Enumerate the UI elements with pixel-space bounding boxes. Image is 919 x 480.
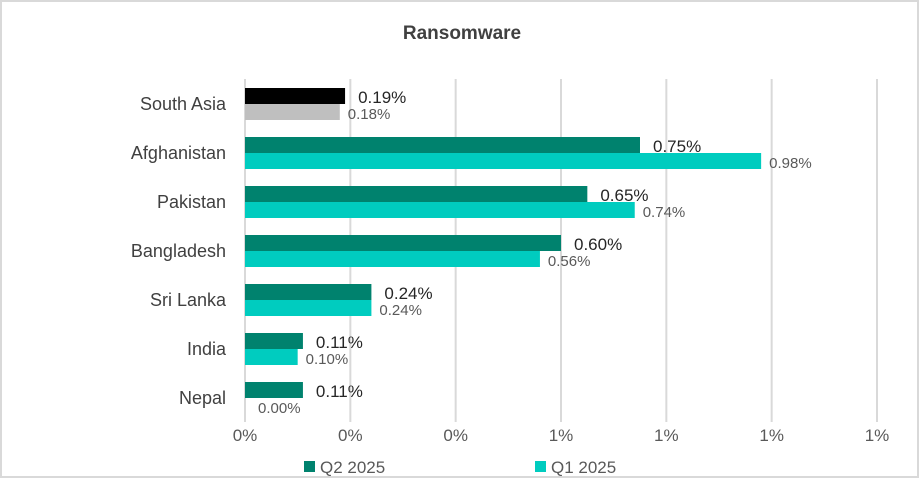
- bar-q2: [245, 284, 372, 300]
- legend-swatch-q2: [304, 461, 315, 472]
- data-label: 0.19%: [358, 88, 406, 107]
- bar-q2: [245, 137, 640, 153]
- bar-q1: [245, 153, 762, 169]
- category-label: Sri Lanka: [150, 290, 227, 310]
- bar-q1: [245, 349, 298, 365]
- data-label: 0.11%: [316, 382, 363, 401]
- bar-q2: [245, 235, 561, 251]
- x-tick-label: 1%: [759, 426, 784, 445]
- category-label: Pakistan: [157, 192, 226, 212]
- legend-swatch-q1: [535, 461, 546, 472]
- data-label: 0.75%: [653, 137, 701, 156]
- category-label: Nepal: [179, 388, 226, 408]
- data-label: 0.74%: [643, 204, 686, 221]
- x-tick-label: 0%: [233, 426, 258, 445]
- x-tick-label: 1%: [549, 426, 574, 445]
- legend-label-q2: Q2 2025: [320, 458, 385, 477]
- category-label: Afghanistan: [131, 143, 226, 163]
- x-tick-label: 0%: [443, 426, 468, 445]
- bar-q1: [245, 300, 372, 316]
- x-tick-label: 1%: [654, 426, 679, 445]
- bar-q2: [245, 88, 346, 104]
- category-label: Bangladesh: [131, 241, 226, 261]
- category-label: India: [187, 339, 227, 359]
- data-label: 0.11%: [316, 333, 363, 352]
- data-label: 0.56%: [548, 253, 591, 270]
- data-label: 0.98%: [769, 155, 812, 172]
- x-tick-label: 0%: [338, 426, 363, 445]
- bar-q2: [245, 382, 303, 398]
- data-label: 0.65%: [600, 186, 648, 205]
- data-label: 0.10%: [306, 351, 349, 368]
- bar-q1: [245, 202, 635, 218]
- legend-label-q1: Q1 2025: [551, 458, 616, 477]
- data-label: 0.24%: [384, 284, 432, 303]
- bar-q1: [245, 104, 340, 120]
- category-label: South Asia: [140, 94, 227, 114]
- legend: Q2 2025 Q1 2025: [304, 458, 616, 477]
- x-tick-label: 1%: [865, 426, 890, 445]
- chart-title: Ransomware: [403, 23, 521, 44]
- data-label: 0.60%: [574, 235, 622, 254]
- bar-q2: [245, 333, 303, 349]
- data-label: 0.24%: [379, 302, 422, 319]
- bar-q2: [245, 186, 588, 202]
- bar-q1: [245, 251, 540, 267]
- data-label: 0.18%: [348, 106, 391, 123]
- data-label: 0.00%: [258, 400, 301, 417]
